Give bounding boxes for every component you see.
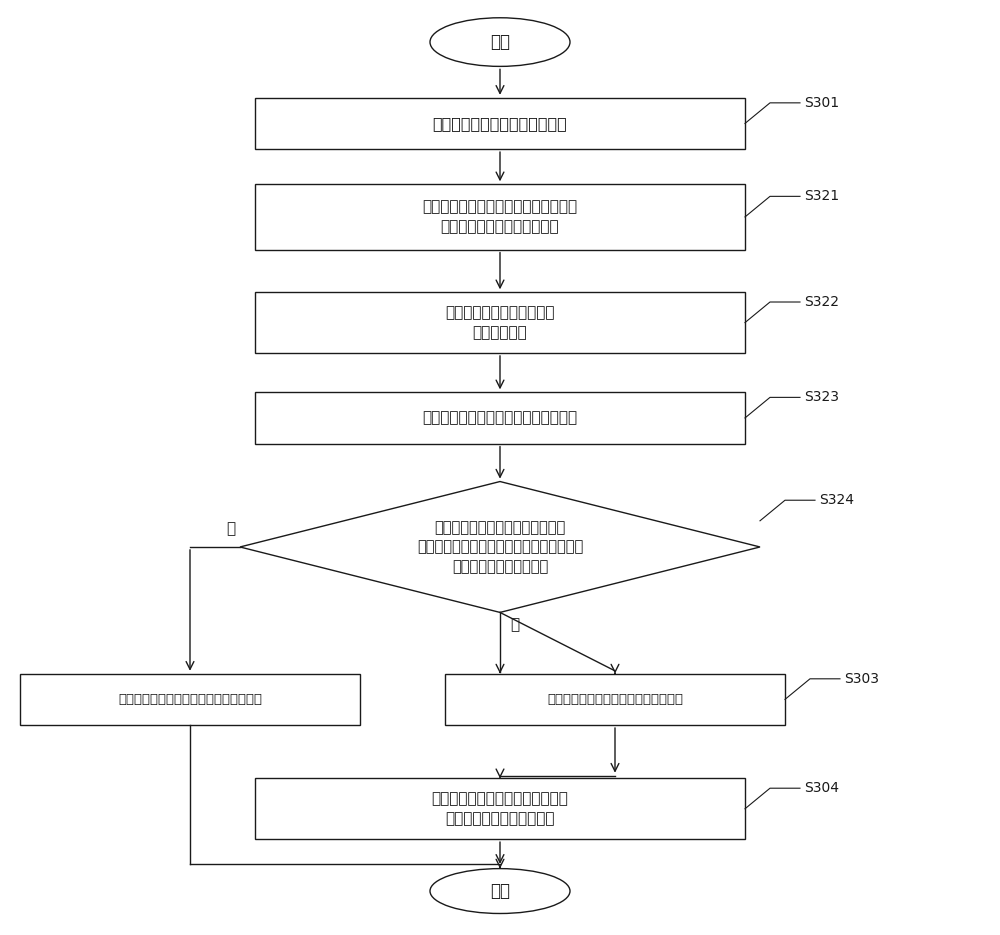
Polygon shape: [240, 482, 760, 612]
Text: 结束: 结束: [490, 882, 510, 900]
Bar: [255, 778, 745, 840]
Bar: [255, 184, 745, 250]
Text: 向所述用户返回未找到被查找对象的消息: 向所述用户返回未找到被查找对象的消息: [118, 693, 262, 706]
Text: 收到所述用户发送的确认消息后，
向被查找对象发送通知消息: 收到所述用户发送的确认消息后， 向被查找对象发送通知消息: [432, 791, 568, 827]
Text: 通知所述用户已检测出所述被查找对象: 通知所述用户已检测出所述被查找对象: [547, 693, 683, 706]
Bar: [255, 292, 745, 352]
Bar: [445, 673, 785, 726]
Bar: [255, 97, 745, 149]
Text: 根据所述被查找对象信息中的人脸图像
训练神经网络构建人脸分类器: 根据所述被查找对象信息中的人脸图像 训练神经网络构建人脸分类器: [422, 199, 578, 235]
Text: 通过神经网络对所述环境数据进行分类: 通过神经网络对所述环境数据进行分类: [422, 410, 578, 425]
Bar: [255, 392, 745, 443]
Ellipse shape: [430, 18, 570, 66]
Text: S323: S323: [804, 391, 839, 404]
Text: 开始: 开始: [490, 33, 510, 51]
Ellipse shape: [430, 869, 570, 913]
Bar: [20, 673, 360, 726]
Text: 接收用户输入的被查找对象信息: 接收用户输入的被查找对象信息: [433, 116, 567, 131]
Text: S324: S324: [819, 494, 854, 507]
Text: 否: 否: [226, 521, 235, 536]
Text: 采集环境数据，将每帧图像
输入神经网络: 采集环境数据，将每帧图像 输入神经网络: [445, 305, 555, 340]
Text: S322: S322: [804, 295, 839, 309]
Text: S321: S321: [804, 190, 839, 203]
Text: 通过对比环境数据中的人脸特征和
被查找对象的人脸特征，识别出环境数据中
是否包含所述被查找对象: 通过对比环境数据中的人脸特征和 被查找对象的人脸特征，识别出环境数据中 是否包含…: [417, 520, 583, 574]
Text: 是: 是: [510, 617, 519, 632]
Text: S301: S301: [804, 96, 839, 109]
Text: S304: S304: [804, 782, 839, 795]
Text: S303: S303: [844, 672, 879, 685]
